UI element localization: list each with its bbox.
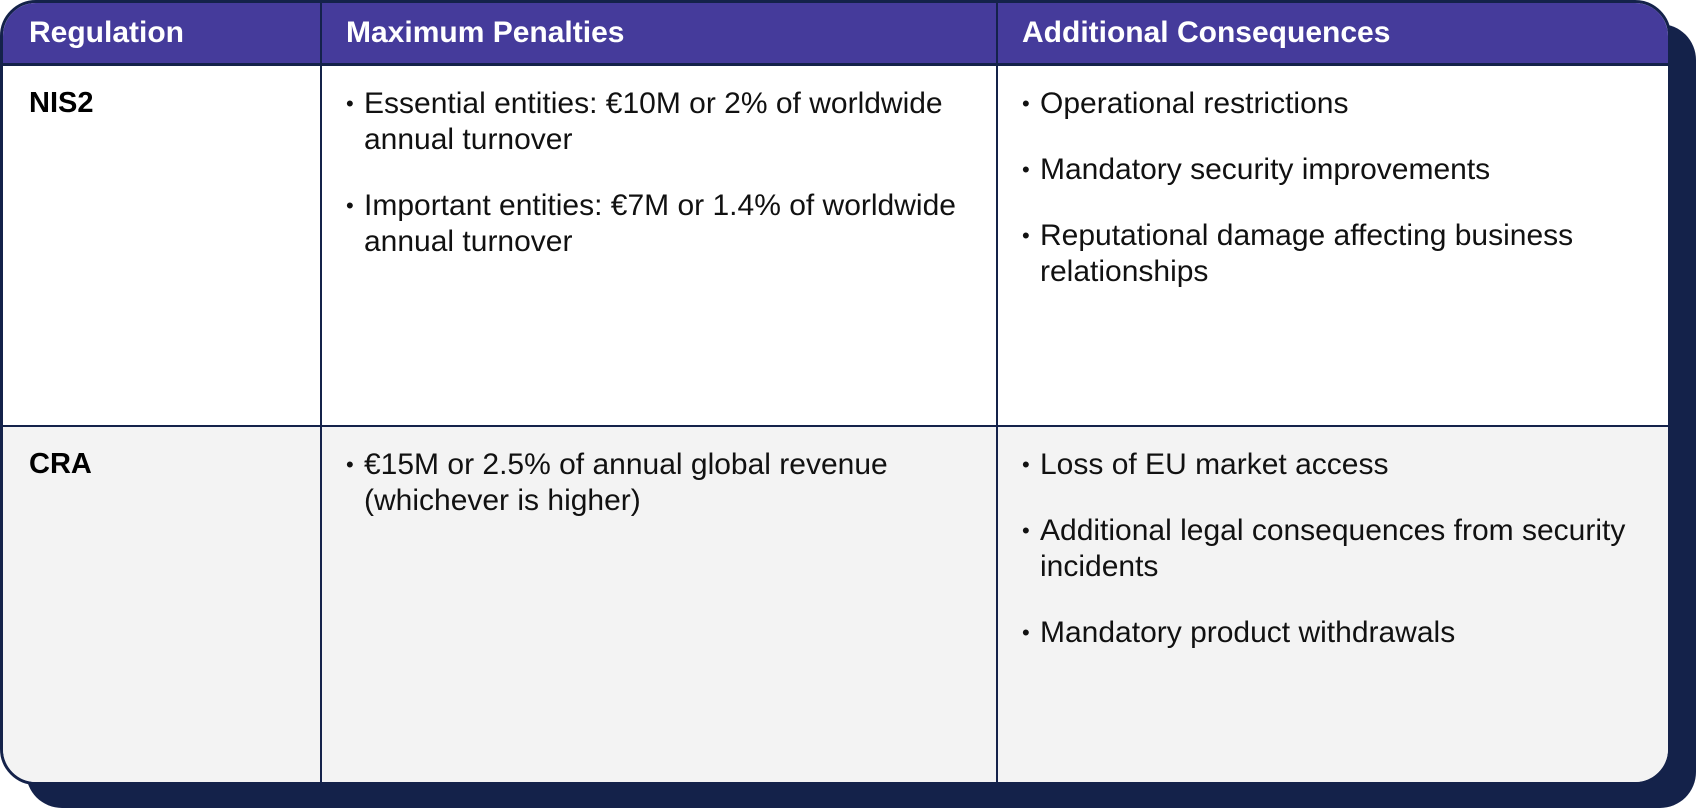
header-maximum-penalties: Maximum Penalties bbox=[322, 3, 998, 66]
header-additional-consequences: Additional Consequences bbox=[998, 3, 1668, 66]
nis2-penalties-cell: Essential entities: €10M or 2% of worldw… bbox=[322, 66, 998, 427]
list-item: Reputational damage affecting business r… bbox=[1022, 218, 1644, 290]
nis2-penalties-list: Essential entities: €10M or 2% of worldw… bbox=[346, 86, 972, 260]
list-item: Loss of EU market access bbox=[1022, 447, 1644, 483]
nis2-consequences-cell: Operational restrictions Mandatory secur… bbox=[998, 66, 1668, 427]
regulation-cra: CRA bbox=[3, 427, 322, 782]
nis2-consequences-list: Operational restrictions Mandatory secur… bbox=[1022, 86, 1644, 290]
list-item: Mandatory security improvements bbox=[1022, 152, 1644, 188]
list-item: Operational restrictions bbox=[1022, 86, 1644, 122]
cra-penalties-cell: €15M or 2.5% of annual global revenue (w… bbox=[322, 427, 998, 782]
cra-penalties-list: €15M or 2.5% of annual global revenue (w… bbox=[346, 447, 972, 519]
list-item: Additional legal consequences from secur… bbox=[1022, 513, 1644, 585]
list-item: Mandatory product withdrawals bbox=[1022, 615, 1644, 651]
cra-consequences-list: Loss of EU market access Additional lega… bbox=[1022, 447, 1644, 651]
list-item: €15M or 2.5% of annual global revenue (w… bbox=[346, 447, 972, 519]
list-item: Essential entities: €10M or 2% of worldw… bbox=[346, 86, 972, 158]
regulation-penalties-table: Regulation Maximum Penalties Additional … bbox=[0, 0, 1671, 785]
header-regulation: Regulation bbox=[3, 3, 322, 66]
cra-consequences-cell: Loss of EU market access Additional lega… bbox=[998, 427, 1668, 782]
regulation-nis2: NIS2 bbox=[3, 66, 322, 427]
list-item: Important entities: €7M or 1.4% of world… bbox=[346, 188, 972, 260]
